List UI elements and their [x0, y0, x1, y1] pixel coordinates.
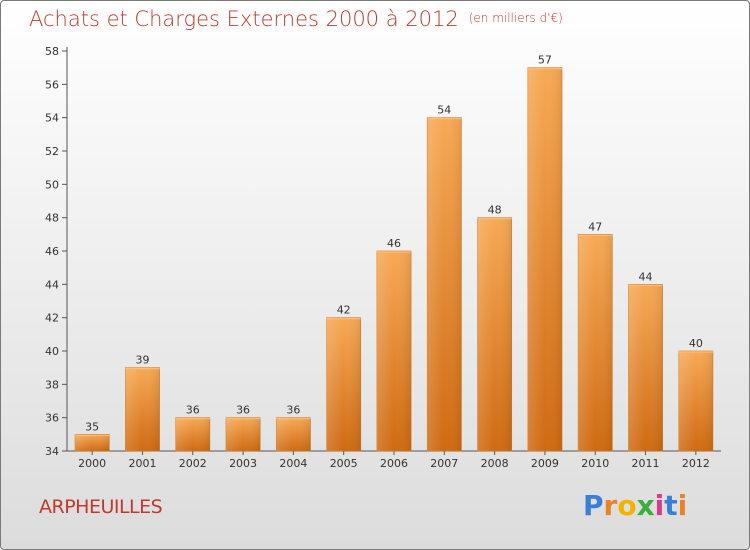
- x-tick-label: 2004: [279, 457, 307, 470]
- town-name: ARPHEUILLES: [39, 496, 163, 518]
- data-label: 54: [437, 104, 451, 117]
- bar-shade: [578, 234, 613, 451]
- data-label: 47: [588, 220, 602, 233]
- x-tick-label: 2010: [581, 457, 609, 470]
- data-label: 36: [286, 404, 300, 417]
- x-tick-label: 2011: [632, 457, 660, 470]
- y-tick-label: 48: [45, 212, 59, 225]
- data-label: 40: [689, 337, 703, 350]
- bar-shade: [125, 367, 160, 451]
- logo-letter: o: [617, 489, 637, 522]
- y-tick-label: 34: [45, 445, 59, 458]
- data-label: 36: [186, 404, 200, 417]
- x-tick-label: 2001: [128, 457, 156, 470]
- x-tick-label: 2008: [481, 457, 509, 470]
- bar-shade: [75, 434, 110, 451]
- x-tick-label: 2009: [531, 457, 559, 470]
- chart-title: Achats et Charges Externes 2000 à 2012 (e…: [29, 7, 563, 31]
- x-tick-label: 2003: [229, 457, 257, 470]
- data-label: 39: [135, 354, 149, 367]
- x-tick-label: 2005: [330, 457, 358, 470]
- x-tick-label: 2012: [682, 457, 710, 470]
- logo-letter: P: [583, 489, 604, 522]
- y-tick-label: 52: [45, 145, 59, 158]
- data-label: 44: [639, 270, 653, 283]
- data-label: 57: [538, 54, 552, 67]
- logo-letter: r: [603, 489, 618, 522]
- data-label: 36: [236, 404, 250, 417]
- logo-letter: x: [636, 489, 655, 522]
- bar-shade: [628, 284, 663, 451]
- y-tick-label: 50: [45, 178, 59, 191]
- bar-shade: [175, 417, 210, 451]
- x-tick-label: 2000: [78, 457, 106, 470]
- y-tick-label: 38: [45, 378, 59, 391]
- bar-shade: [678, 351, 713, 451]
- y-tick-label: 44: [45, 278, 59, 291]
- chart-title-text: Achats et Charges Externes 2000 à 2012: [29, 7, 459, 31]
- logo-letter: t: [664, 489, 678, 522]
- y-tick-label: 54: [45, 112, 59, 125]
- y-tick-label: 46: [45, 245, 59, 258]
- axes: 34 36 38 40 42 44 46 48 50 52 54 56 58: [45, 45, 721, 458]
- y-tick-label: 56: [45, 78, 59, 91]
- x-tick-label: 2006: [380, 457, 408, 470]
- bar-shade: [276, 417, 311, 451]
- x-tick-label: 2007: [430, 457, 458, 470]
- bars: [74, 67, 714, 452]
- chart-unit: (en milliers d'€): [468, 11, 563, 25]
- bar-shade: [225, 417, 261, 451]
- labels: 35 2000 39 2001 36 2002 36 2003 36 2004 42 2005 46 20…: [78, 54, 710, 470]
- data-label: 48: [488, 204, 502, 217]
- data-label: 35: [85, 420, 99, 433]
- y-tick-label: 58: [45, 45, 59, 58]
- logo-letter: i: [677, 489, 688, 522]
- bar-shade: [527, 67, 563, 452]
- data-label: 42: [337, 304, 351, 317]
- bar-shade: [477, 217, 512, 451]
- proxiti-logo: Proxiti: [583, 489, 687, 522]
- bar-shade: [326, 317, 361, 451]
- bar-shade: [427, 117, 462, 452]
- y-tick-label: 40: [45, 345, 59, 358]
- y-tick-label: 36: [45, 412, 59, 425]
- logo-letter: i: [654, 489, 665, 522]
- x-tick-label: 2002: [179, 457, 207, 470]
- data-label: 46: [387, 237, 401, 250]
- bar-shade: [376, 251, 412, 451]
- y-tick-label: 42: [45, 312, 59, 325]
